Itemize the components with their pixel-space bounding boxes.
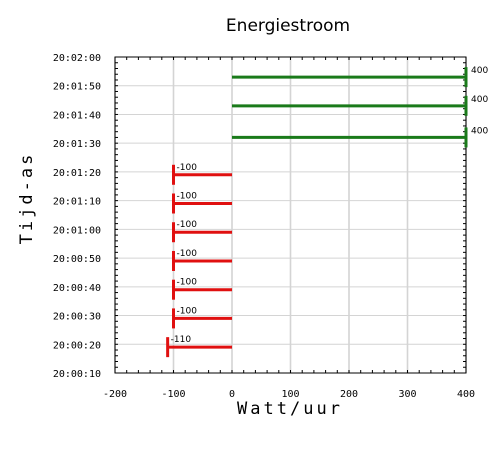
y-tick-label: 20:01:30 (53, 139, 101, 150)
x-tick-label: 200 (340, 389, 358, 400)
bar: -100 (172, 306, 232, 329)
x-tick-label: 400 (457, 389, 475, 400)
bar: -100 (172, 163, 232, 185)
data-label: -100 (177, 192, 198, 202)
data-label: -100 (177, 278, 198, 288)
x-tick-label: -200 (103, 389, 127, 400)
data-label: -100 (177, 163, 198, 173)
y-tick-label: 20:01:10 (53, 197, 101, 208)
bar: 400 (232, 126, 488, 148)
x-tick-label: 100 (281, 389, 299, 400)
bar: -110 (166, 335, 232, 358)
y-tick-label: 20:00:20 (53, 340, 101, 351)
bar: 400 (232, 95, 488, 116)
y-axis-label: Tijd-as (17, 152, 37, 245)
y-tick-label: 20:00:30 (53, 312, 101, 323)
x-tick-label: 300 (398, 389, 416, 400)
bar: 400 (232, 66, 488, 88)
x-axis-label: Watt/uur (237, 399, 343, 419)
y-tick-label: 20:01:00 (53, 225, 101, 236)
data-label: -110 (171, 335, 192, 345)
x-tick-label: -100 (161, 389, 185, 400)
y-tick-label: 20:02:00 (53, 53, 101, 64)
y-tick-label: 20:00:50 (53, 254, 101, 265)
data-label: -100 (177, 249, 198, 259)
data-label: -100 (177, 306, 198, 316)
y-tick-label: 20:01:20 (53, 168, 101, 179)
data-label: 400 (471, 95, 488, 105)
bar: -100 (172, 192, 232, 214)
y-tick-label: 20:00:40 (53, 283, 101, 294)
y-tick-label: 20:00:10 (53, 369, 101, 380)
data-label: 400 (471, 66, 488, 76)
bars: 400 400 400 -100 -100 -100 -100 -100 -100 -110 (166, 66, 488, 358)
chart-title: Energiestroom (226, 16, 350, 36)
data-label: -100 (177, 220, 198, 230)
data-label: 400 (471, 126, 488, 136)
x-tick-label: 0 (229, 389, 235, 400)
x-axis-ticks: -200 -100 0 100 200 300 400 (103, 389, 475, 400)
y-axis-ticks: 20:02:00 20:01:50 20:01:40 20:01:30 20:01:20… (53, 53, 101, 380)
y-tick-label: 20:01:50 (53, 82, 101, 93)
bar: -100 (172, 249, 232, 271)
bar: -100 (172, 220, 232, 243)
y-tick-label: 20:01:40 (53, 110, 101, 121)
bar: -100 (172, 278, 232, 300)
plot-frame (114, 56, 467, 374)
